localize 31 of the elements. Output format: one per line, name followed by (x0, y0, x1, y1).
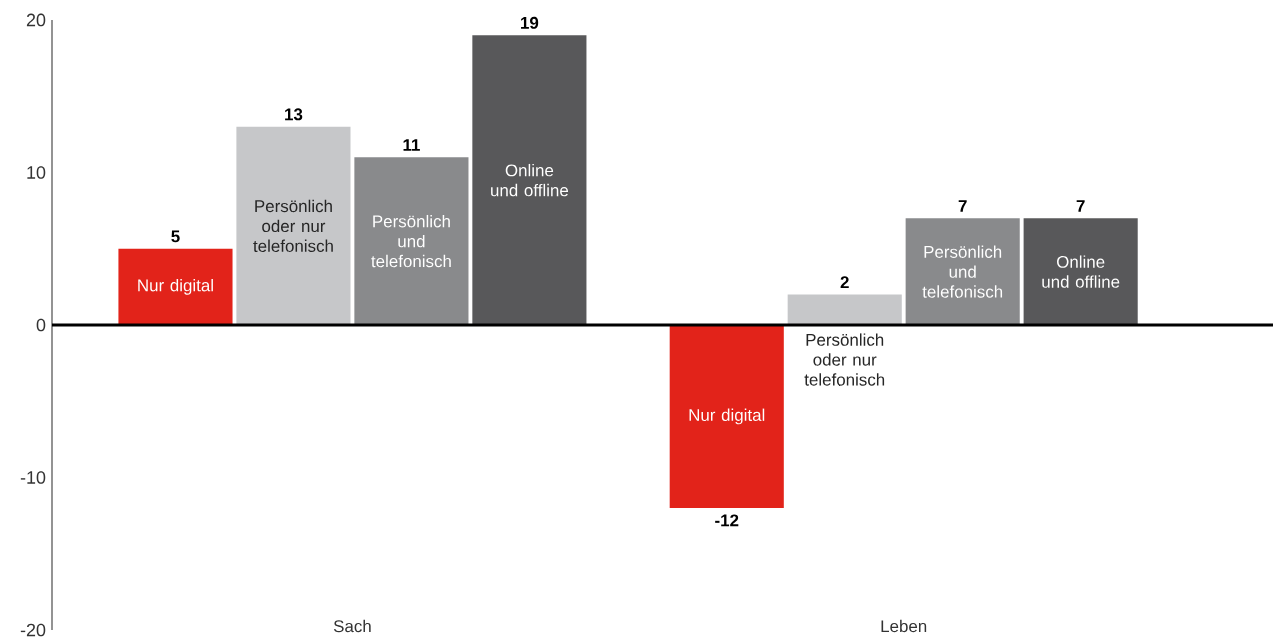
series-label: Persönlich und telefonisch (371, 214, 451, 268)
bar (354, 157, 469, 325)
y-tick-label: 0 (36, 318, 46, 332)
series-label: Persönlich oder nur telefonisch (804, 333, 885, 386)
data-label: 7 (1076, 200, 1085, 212)
text: Online und offline (491, 163, 569, 197)
bar (669, 324, 784, 508)
x-tick-label: Sach (333, 619, 371, 633)
data-label: 19 (521, 16, 539, 29)
text: Persönlich oder nur telefonisch (253, 199, 333, 252)
data-label: 13 (285, 108, 303, 121)
data-label: 5 (171, 230, 180, 243)
bar (472, 35, 587, 325)
bar (787, 294, 902, 325)
x-tick-label: Leben (881, 619, 927, 633)
data-label: 11 (403, 139, 420, 151)
series-label: Online und offline (1042, 255, 1120, 288)
data-label: 7 (958, 200, 967, 212)
y-tick-label: -10 (20, 471, 46, 484)
y-tick-label: 10 (27, 166, 46, 179)
text: Nur digital (138, 278, 213, 295)
text: Persönlich und telefonisch (922, 245, 1003, 298)
y-tick-label: -20 (20, 623, 46, 637)
y-tick-label: 20 (26, 13, 46, 27)
bar (236, 126, 351, 325)
data-label: -12 (715, 514, 739, 527)
data-label: 2 (840, 276, 849, 289)
bar (905, 218, 1020, 325)
series-label: Nur digital (689, 408, 765, 425)
bar (1023, 218, 1138, 325)
bar (118, 248, 233, 325)
